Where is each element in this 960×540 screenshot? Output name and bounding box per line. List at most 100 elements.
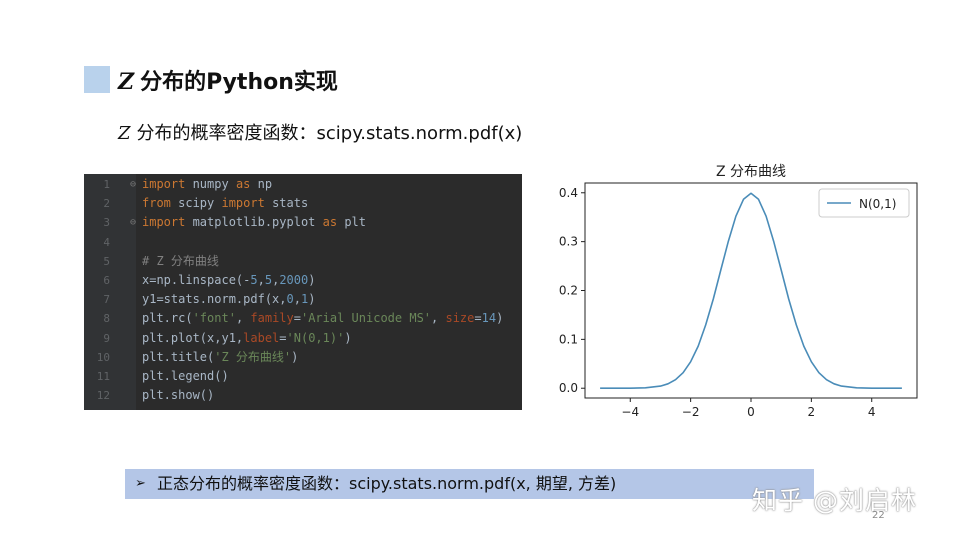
code-token: =: [474, 311, 482, 326]
code-line: 10 plt.title('Z 分布曲线'): [84, 348, 522, 367]
code-token: scipy: [170, 196, 222, 211]
x-tick-label: −4: [621, 405, 639, 419]
code-token: x=np.linspace(-: [142, 273, 251, 287]
line-number: 3: [103, 216, 110, 230]
code-text: x=np.linspace(-5,5,2000): [142, 271, 315, 290]
code-token: =: [293, 311, 301, 326]
code-token: plt: [337, 215, 366, 230]
bottom-note-bar: ➢ 正态分布的概率密度函数：scipy.stats.norm.pdf(x, 期望…: [125, 469, 814, 499]
line-number: 11: [96, 370, 110, 383]
x-tick-label: 4: [868, 405, 876, 419]
code-token: plt.plot(x,y1,: [142, 330, 244, 345]
code-token: ,: [293, 292, 301, 307]
code-text: plt.rc('font', family='Arial Unicode MS'…: [142, 309, 503, 328]
code-token: plt.rc(: [142, 311, 193, 326]
x-tick-label: 0: [747, 405, 755, 419]
title-text: 分布的Python实现: [140, 70, 338, 95]
code-token: numpy: [185, 177, 236, 191]
code-token: 'N(0,1)': [286, 330, 345, 345]
line-number-gutter: [84, 174, 136, 410]
code-token: # Z 分布曲线: [142, 253, 219, 268]
code-token: plt.legend(): [142, 369, 229, 383]
watermark: 知乎 @刘启林: [752, 486, 917, 515]
code-token: ): [308, 292, 316, 307]
subtitle: Z 分布的概率密度函数：scipy.stats.norm.pdf(x): [118, 120, 522, 148]
code-token: ): [344, 330, 352, 345]
code-token: plt.show(): [142, 388, 215, 403]
code-token: import: [142, 177, 186, 191]
fold-marker-icon: ⊖: [130, 217, 137, 229]
code-token: y1=stats.norm.pdf(x,: [142, 292, 287, 307]
code-line: 3 ⊖ import matplotlib.pyplot as plt: [84, 213, 522, 232]
code-token: ,: [272, 273, 280, 287]
line-number: 2: [103, 197, 110, 211]
code-token: 0: [286, 292, 294, 307]
code-token: plt.title(: [142, 349, 215, 364]
bottom-note-text: 正态分布的概率密度函数：scipy.stats.norm.pdf(x, 期望, …: [157, 474, 617, 493]
legend-box: [818, 188, 910, 218]
code-text: y1=stats.norm.pdf(x,0,1): [142, 290, 315, 309]
code-token: ): [291, 349, 299, 364]
x-tick-label: 2: [808, 405, 816, 419]
series-line: [600, 192, 902, 389]
code-token: 'Arial Unicode MS': [300, 311, 432, 326]
code-token: 1: [300, 292, 309, 307]
chart-title: Z 分布曲线: [716, 164, 786, 180]
code-line: 4: [84, 233, 522, 252]
code-line: 2 from scipy import stats: [84, 194, 522, 213]
code-token: 'Z 分布曲线': [214, 349, 292, 364]
code-token: ): [496, 311, 504, 326]
subtitle-text: 分布的概率密度函数：scipy.stats.norm.pdf(x): [136, 123, 523, 144]
code-token: 5: [264, 273, 273, 287]
y-tick-label: 0.3: [559, 235, 578, 249]
code-token: matplotlib.pyplot: [185, 215, 323, 230]
fold-marker-icon: ⊖: [130, 179, 137, 190]
code-token: ,: [431, 311, 446, 326]
line-number: 8: [103, 312, 110, 326]
y-tick-label: 0.0: [559, 381, 578, 395]
code-token: as: [322, 215, 338, 230]
code-text: # Z 分布曲线: [142, 252, 219, 271]
line-number: 6: [103, 274, 110, 287]
code-token: import: [142, 215, 186, 230]
code-text: from scipy import stats: [142, 194, 308, 213]
code-line: 6 x=np.linspace(-5,5,2000): [84, 271, 522, 290]
y-tick-label: 0.4: [559, 186, 578, 200]
code-text: import matplotlib.pyplot as plt: [142, 213, 366, 232]
code-text: plt.show(): [142, 386, 214, 405]
code-text: plt.title('Z 分布曲线'): [142, 348, 298, 367]
line-number: 7: [103, 293, 110, 307]
line-number: 10: [96, 350, 110, 364]
code-line: 1 ⊖ import numpy as np: [84, 175, 522, 194]
line-number: 5: [103, 254, 110, 268]
legend-label: N(0,1): [859, 197, 896, 211]
code-line: 5 # Z 分布曲线: [84, 252, 522, 271]
code-token: ,: [235, 311, 251, 326]
subtitle-z-symbol: Z: [118, 123, 131, 144]
code-text: plt.plot(x,y1,label='N(0,1)'): [142, 329, 352, 348]
code-token: ): [308, 273, 316, 287]
line-number: 12: [96, 389, 110, 403]
line-number: 4: [103, 235, 110, 249]
page-number: 22: [872, 510, 885, 521]
code-token: np: [250, 177, 273, 191]
code-editor-screenshot: 1 ⊖ import numpy as np 2 from scipy import s…: [84, 174, 522, 410]
bullet-arrow-icon: ➢: [135, 476, 146, 491]
y-tick-label: 0.1: [559, 332, 578, 346]
code-token: label: [243, 330, 280, 345]
code-token: stats: [264, 196, 309, 211]
code-line: 11 plt.legend(): [84, 367, 522, 386]
code-token: import: [221, 196, 265, 211]
code-line: 9 plt.plot(x,y1,label='N(0,1)'): [84, 329, 522, 348]
line-number: 1: [103, 178, 110, 191]
code-token: 14: [481, 311, 497, 326]
code-token: 'font': [192, 311, 236, 326]
code-token: as: [235, 177, 251, 191]
code-token: from: [142, 196, 171, 211]
code-line: 8 plt.rc('font', family='Arial Unicode MS…: [84, 309, 522, 328]
code-token: 2000: [279, 273, 309, 287]
code-text: plt.legend(): [142, 367, 229, 386]
code-token: size: [445, 311, 475, 326]
x-tick-label: −2: [682, 405, 700, 419]
y-tick-label: 0.2: [559, 284, 578, 298]
